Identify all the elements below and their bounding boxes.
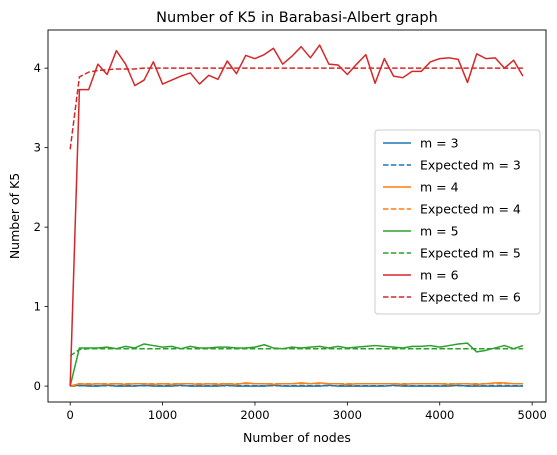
y-tick-label-0: 0 [34, 379, 41, 393]
legend-label-2: m = 4 [420, 180, 459, 195]
legend-label-6: m = 6 [420, 268, 459, 283]
y-tick-label-3: 3 [34, 141, 41, 155]
x-tick-label-0: 0 [67, 408, 74, 422]
plot-area [69, 44, 524, 387]
y-axis-label: Number of K5 [7, 173, 22, 259]
y-tick-label-1: 1 [34, 300, 41, 314]
series-line-4 [69, 342, 524, 387]
legend-label-0: m = 3 [420, 136, 459, 151]
axis-ticks: 0 1000 2000 3000 4000 5000 0 1 2 3 4 [34, 61, 547, 422]
legend-label-7: Expected m = 6 [420, 290, 521, 305]
series-line-3 [69, 382, 523, 387]
legend-box [374, 129, 541, 315]
x-tick-label-2: 2000 [240, 408, 269, 422]
chart-title: Number of K5 in Barabasi-Albert graph [156, 10, 438, 26]
x-tick-label-5: 5000 [518, 408, 547, 422]
x-tick-label-1: 1000 [148, 408, 177, 422]
x-axis-label: Number of nodes [243, 430, 351, 445]
legend-label-4: m = 5 [420, 224, 459, 239]
x-tick-label-4: 4000 [425, 408, 454, 422]
y-tick-label-2: 2 [34, 220, 41, 234]
legend-label-3: Expected m = 4 [420, 202, 521, 217]
series-line-5 [69, 347, 523, 357]
y-tick-label-4: 4 [34, 61, 41, 75]
series-line-6 [69, 44, 524, 387]
legend: m = 3 Expected m = 3 m = 4 Expected m = 4 m … [374, 129, 541, 315]
legend-label-1: Expected m = 3 [420, 158, 521, 173]
x-tick-label-3: 3000 [333, 408, 362, 422]
axes-frame [47, 29, 547, 403]
legend-label-5: Expected m = 5 [420, 246, 521, 261]
